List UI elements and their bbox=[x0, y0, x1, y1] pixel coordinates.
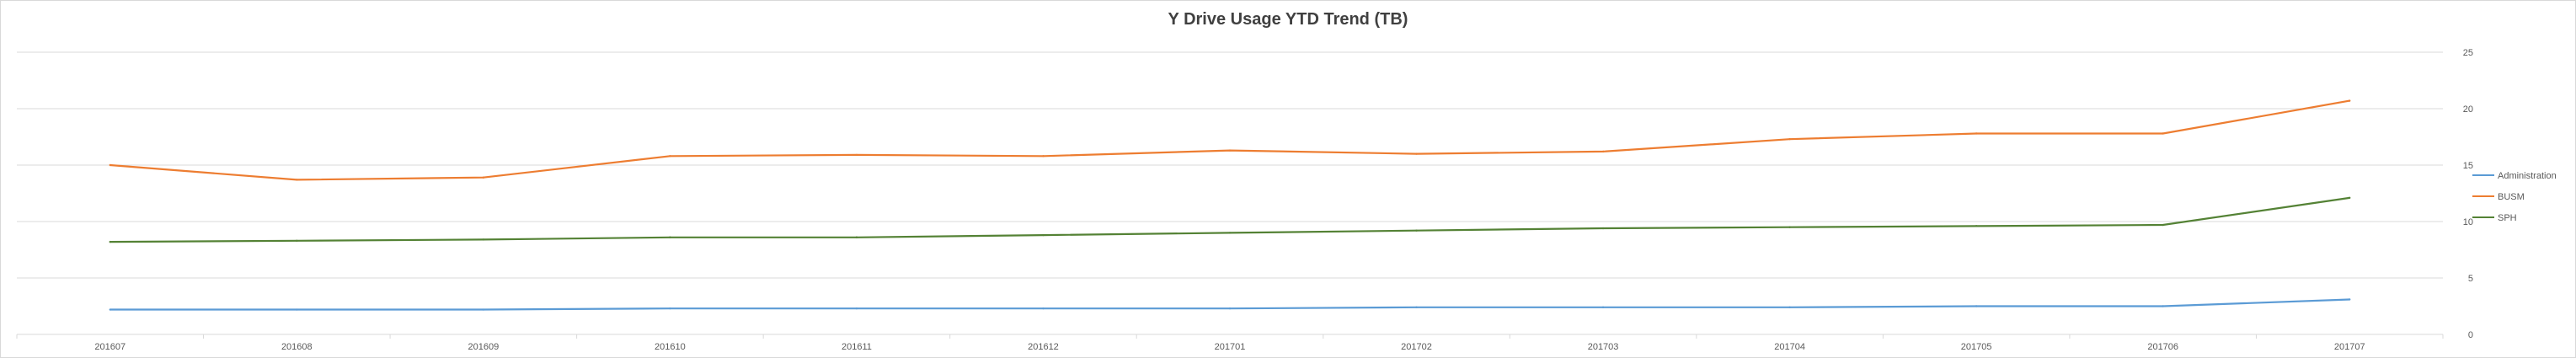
x-tick-label: 201609 bbox=[468, 342, 499, 352]
data-point bbox=[1601, 227, 1605, 230]
data-point bbox=[2349, 196, 2351, 200]
y-tick-label: 20 bbox=[2463, 104, 2473, 115]
data-point bbox=[2349, 298, 2351, 301]
x-tick-label: 201701 bbox=[1215, 342, 1246, 352]
data-point bbox=[1788, 226, 1791, 228]
data-point bbox=[1415, 152, 1418, 155]
data-point bbox=[855, 307, 858, 310]
x-tick-label: 201607 bbox=[94, 342, 126, 352]
x-tick-label: 201608 bbox=[281, 342, 313, 352]
data-point bbox=[482, 176, 485, 179]
data-point bbox=[1415, 306, 1418, 309]
y-tick-label: 25 bbox=[2463, 48, 2473, 58]
data-point bbox=[1975, 132, 1978, 135]
x-tick-label: 201702 bbox=[1401, 342, 1432, 352]
legend-label: BUSM bbox=[2498, 192, 2525, 202]
x-tick-label: 201707 bbox=[2334, 342, 2365, 352]
data-point bbox=[109, 163, 111, 167]
gridlines bbox=[17, 51, 2443, 335]
x-tick-label: 201610 bbox=[655, 342, 686, 352]
data-point bbox=[1975, 225, 1978, 227]
data-point bbox=[296, 308, 298, 311]
legend-label: Administration bbox=[2498, 171, 2557, 181]
series-lines bbox=[109, 99, 2351, 311]
data-point bbox=[1042, 233, 1045, 237]
data-point bbox=[1601, 150, 1605, 153]
legend: Administration BUSM SPH bbox=[2472, 171, 2557, 223]
y-tick-label: 0 bbox=[2468, 330, 2473, 340]
data-point bbox=[482, 238, 485, 241]
data-point bbox=[296, 179, 298, 181]
data-point bbox=[1788, 137, 1791, 141]
data-point bbox=[1042, 307, 1045, 310]
x-tick-label: 201704 bbox=[1774, 342, 1805, 352]
data-point bbox=[669, 307, 671, 310]
data-point bbox=[1601, 306, 1605, 309]
data-point bbox=[2162, 305, 2164, 307]
x-tick-label: 201705 bbox=[1961, 342, 1992, 352]
data-point bbox=[669, 155, 671, 158]
data-point bbox=[855, 153, 858, 157]
data-point bbox=[296, 239, 298, 242]
x-tick-label: 201611 bbox=[842, 342, 872, 352]
x-tick-label: 201612 bbox=[1028, 342, 1059, 352]
y-axis: 0 5 10 15 20 25 bbox=[2463, 48, 2473, 340]
data-point bbox=[109, 308, 111, 311]
data-point bbox=[1788, 306, 1791, 309]
data-point bbox=[2349, 99, 2351, 102]
series-line-busm bbox=[110, 99, 2350, 181]
data-point bbox=[1975, 305, 1978, 307]
data-point bbox=[1415, 229, 1418, 232]
series-line-sph bbox=[110, 196, 2350, 243]
x-tick-label: 201703 bbox=[1588, 342, 1619, 352]
chart-title: Y Drive Usage YTD Trend (TB) bbox=[1168, 10, 1408, 29]
data-point bbox=[2162, 132, 2164, 135]
data-point bbox=[669, 236, 671, 238]
y-tick-label: 5 bbox=[2468, 274, 2473, 284]
data-point bbox=[855, 236, 858, 238]
data-point bbox=[1042, 155, 1045, 158]
y-tick-label: 10 bbox=[2463, 217, 2473, 227]
data-point bbox=[1228, 149, 1232, 152]
data-point bbox=[1228, 232, 1232, 234]
data-point bbox=[1228, 307, 1232, 310]
data-point bbox=[482, 308, 485, 311]
data-point bbox=[109, 240, 111, 243]
data-point bbox=[2162, 223, 2164, 227]
legend-label: SPH bbox=[2498, 213, 2517, 223]
y-tick-label: 15 bbox=[2463, 161, 2473, 171]
x-tick-label: 201706 bbox=[2147, 342, 2178, 352]
x-axis: 201607 201608 201609 201610 201611 201612 2017… bbox=[16, 334, 2444, 352]
